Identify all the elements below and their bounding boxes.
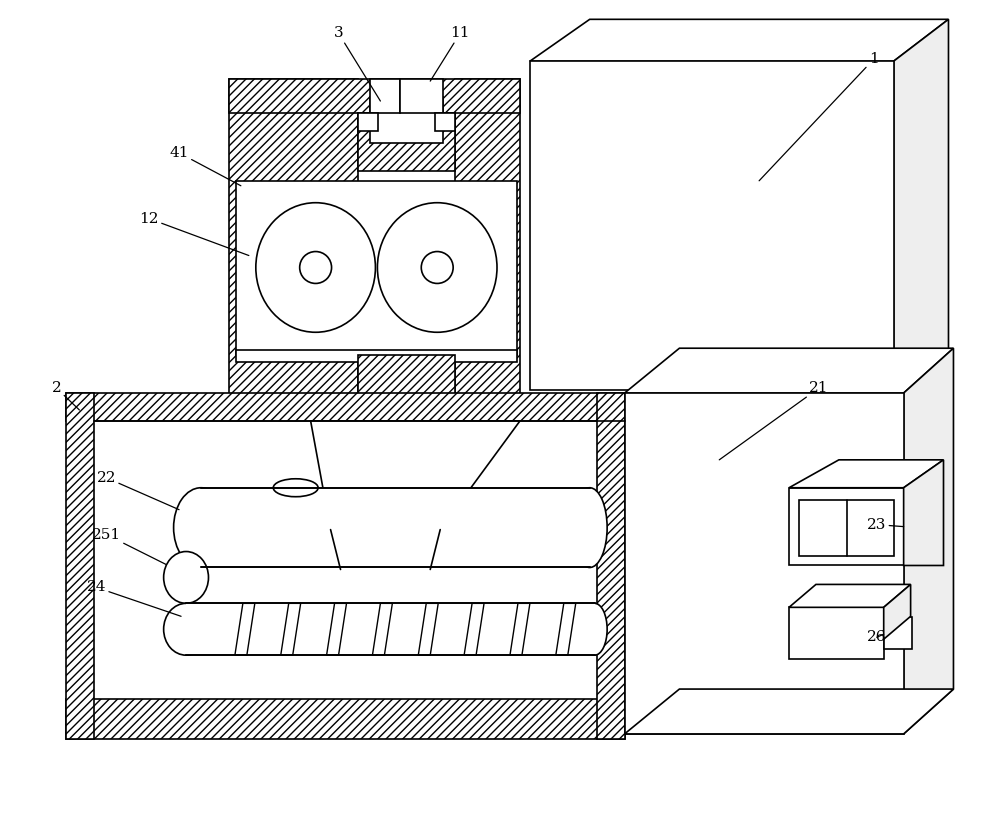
Circle shape: [300, 252, 332, 284]
Bar: [789, 607, 884, 659]
Bar: [799, 500, 894, 555]
Bar: [358, 113, 378, 131]
Bar: [236, 350, 517, 362]
Polygon shape: [556, 603, 576, 655]
Bar: [884, 617, 912, 649]
Polygon shape: [235, 603, 255, 655]
Polygon shape: [904, 460, 944, 565]
Ellipse shape: [572, 488, 607, 568]
Text: 23: 23: [867, 517, 904, 531]
Bar: [370, 97, 443, 143]
Bar: [530, 61, 894, 390]
Ellipse shape: [164, 552, 208, 603]
Bar: [370, 79, 400, 113]
Polygon shape: [625, 348, 953, 393]
Ellipse shape: [273, 478, 318, 497]
Polygon shape: [904, 348, 953, 734]
Text: 3: 3: [334, 26, 380, 101]
Polygon shape: [625, 689, 953, 734]
Bar: [435, 113, 455, 131]
Ellipse shape: [377, 203, 497, 332]
Polygon shape: [201, 488, 590, 568]
Bar: [229, 79, 358, 395]
Text: 41: 41: [169, 146, 241, 186]
Bar: [229, 79, 520, 113]
Bar: [455, 79, 520, 395]
Text: 26: 26: [867, 630, 886, 644]
Bar: [597, 393, 625, 739]
Ellipse shape: [582, 603, 607, 655]
Ellipse shape: [164, 603, 208, 655]
Text: 24: 24: [87, 581, 181, 616]
Bar: [66, 393, 94, 739]
Bar: [66, 393, 625, 421]
Polygon shape: [311, 421, 520, 530]
Polygon shape: [464, 603, 484, 655]
Bar: [358, 356, 455, 395]
Text: 1: 1: [759, 52, 879, 181]
Circle shape: [421, 252, 453, 284]
Bar: [400, 79, 443, 113]
Polygon shape: [510, 603, 530, 655]
Text: 251: 251: [92, 528, 166, 564]
Polygon shape: [327, 603, 347, 655]
Polygon shape: [530, 19, 948, 61]
Bar: [625, 393, 904, 734]
Text: 11: 11: [430, 26, 470, 81]
Text: 21: 21: [719, 381, 829, 460]
Bar: [66, 699, 625, 739]
Polygon shape: [281, 603, 301, 655]
Bar: [236, 181, 517, 356]
Text: 2: 2: [52, 381, 79, 410]
Bar: [789, 488, 904, 565]
Bar: [358, 113, 455, 171]
Polygon shape: [789, 584, 911, 607]
Polygon shape: [789, 460, 944, 488]
Ellipse shape: [256, 203, 375, 332]
Ellipse shape: [174, 488, 228, 568]
Polygon shape: [418, 603, 438, 655]
Text: 22: 22: [97, 471, 179, 510]
Polygon shape: [894, 19, 948, 390]
Text: 12: 12: [139, 212, 249, 256]
Polygon shape: [186, 603, 595, 655]
Polygon shape: [884, 584, 911, 639]
Polygon shape: [372, 603, 392, 655]
